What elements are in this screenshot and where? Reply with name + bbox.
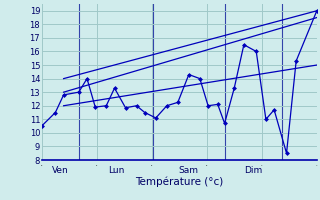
Text: Lun: Lun <box>108 166 124 175</box>
Text: Ven: Ven <box>52 166 69 175</box>
Text: Dim: Dim <box>244 166 263 175</box>
Text: Température (°c): Température (°c) <box>135 176 223 187</box>
Text: Sam: Sam <box>179 166 199 175</box>
